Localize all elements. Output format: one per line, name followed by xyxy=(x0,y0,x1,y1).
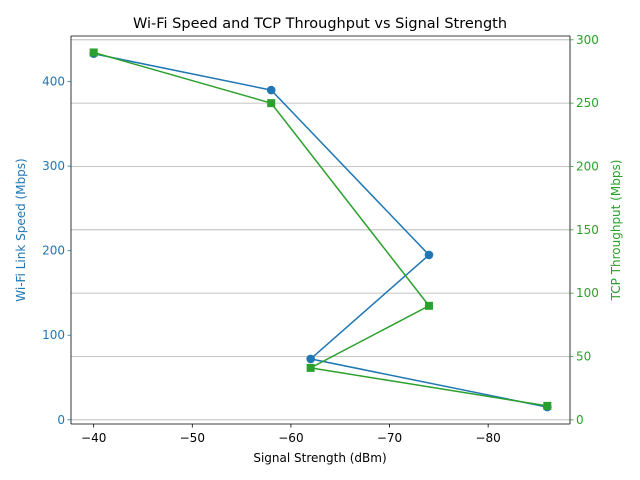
series-layer xyxy=(89,48,552,412)
y-right-tick-label: 150 xyxy=(576,223,599,237)
grid xyxy=(71,39,570,421)
y-left-tick-label: 200 xyxy=(42,244,65,258)
y-right-tick-label: 250 xyxy=(576,96,599,110)
x-tick-label: −70 xyxy=(377,431,402,445)
y-axis-right-label: TCP Throughput (Mbps) xyxy=(609,160,623,302)
data-point-left xyxy=(424,250,434,260)
chart-title: Wi-Fi Speed and TCP Throughput vs Signal… xyxy=(133,16,507,32)
data-point-right xyxy=(424,301,433,310)
y-left-tick-label: 0 xyxy=(57,413,65,427)
data-point-right xyxy=(89,48,98,57)
y-right-tick-label: 300 xyxy=(576,33,599,47)
ticks: −40 −50 −60 −70 −80 0 100 200 300 400 0 50 100 150 200… xyxy=(42,33,599,445)
y-right-tick-label: 100 xyxy=(576,286,599,300)
x-tick-label: −40 xyxy=(81,431,106,445)
y-right-tick-label: 50 xyxy=(576,349,591,363)
data-point-right xyxy=(306,363,315,372)
data-point-left xyxy=(306,354,315,364)
x-tick-label: −60 xyxy=(278,431,303,445)
data-point-right xyxy=(543,401,552,410)
data-point-right xyxy=(267,99,276,108)
y-axis-left-label: Wi-Fi Link Speed (Mbps) xyxy=(14,158,28,301)
y-left-tick-label: 400 xyxy=(42,75,65,89)
data-point-left xyxy=(266,85,276,95)
y-right-tick-label: 200 xyxy=(576,159,599,173)
x-axis-label: Signal Strength (dBm) xyxy=(253,451,386,465)
y-left-tick-label: 100 xyxy=(42,328,65,342)
x-tick-label: −80 xyxy=(475,431,500,445)
y-left-tick-label: 300 xyxy=(42,159,65,173)
x-tick-label: −50 xyxy=(180,431,205,445)
y-right-tick-label: 0 xyxy=(576,413,584,427)
